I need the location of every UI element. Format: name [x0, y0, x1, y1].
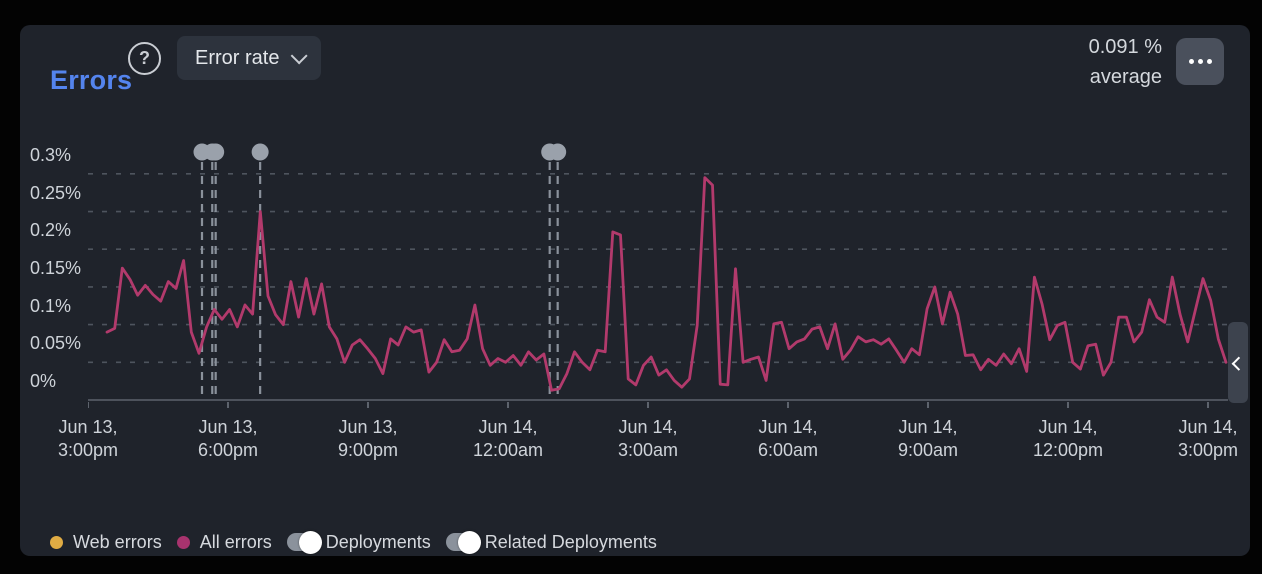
toggle-knob: [457, 530, 481, 554]
all-errors-dot-icon: [176, 535, 190, 549]
x-axis-label: Jun 14, 9:00am: [897, 417, 959, 460]
web-errors-dot-icon: [50, 535, 63, 549]
deployments-toggle-item: Deployments: [286, 530, 431, 554]
related-deployments-toggle-item: Related Deployments: [445, 530, 657, 554]
series-line-all-errors: [105, 176, 1228, 392]
y-axis-label: 0.3%: [30, 144, 72, 165]
ellipsis-dot: [1206, 59, 1212, 64]
x-axis-label: Jun 14, 6:00am: [757, 417, 819, 460]
widget-title-link[interactable]: Errors: [50, 65, 133, 95]
y-axis-label: 0.1%: [30, 295, 72, 316]
legend-item-all-errors[interactable]: All errors: [176, 531, 272, 553]
legend-item-web-errors[interactable]: Web errors: [50, 532, 162, 553]
deployments-toggle[interactable]: [286, 530, 322, 554]
y-axis-label: 0.2%: [30, 220, 72, 241]
legend-label: All errors: [199, 531, 272, 552]
x-axis-label: Jun 14, 12:00pm: [1032, 417, 1104, 460]
x-axis-label: Jun 13, 9:00pm: [337, 417, 399, 460]
x-axis-label: Jun 14, 3:00pm: [1177, 417, 1239, 460]
y-axis-label: 0.15%: [30, 257, 82, 278]
x-axis-label: Jun 14, 12:00am: [472, 417, 544, 460]
average-value: 0.091 %: [1088, 36, 1162, 58]
ellipsis-dot: [1197, 59, 1203, 64]
legend-label: Web errors: [73, 531, 162, 552]
y-axis-label: 0.05%: [30, 333, 82, 354]
chevron-down-icon: [291, 47, 309, 65]
y-axis-label: 0%: [30, 371, 57, 391]
overflow-menu-button[interactable]: [1176, 38, 1224, 85]
question-mark-glyph: ?: [139, 48, 150, 68]
related-deployments-toggle[interactable]: [445, 530, 481, 554]
deployment-marker[interactable]: [549, 143, 567, 161]
deployment-marker[interactable]: [207, 143, 225, 161]
x-axis-label: Jun 14, 3:00am: [617, 417, 679, 460]
toggle-label: Deployments: [325, 531, 431, 552]
average-label: average: [1089, 66, 1162, 88]
y-axis-label: 0.25%: [30, 182, 82, 203]
toggle-label: Related Deployments: [484, 531, 657, 552]
errors-widget-card: Errors ? Error rate 0.091 % average 0.3%…: [20, 25, 1250, 556]
expand-panel-handle[interactable]: [1228, 322, 1248, 403]
ellipsis-dot: [1188, 59, 1194, 64]
metric-dropdown-button[interactable]: Error rate: [177, 36, 322, 80]
x-axis-label: Jun 13, 6:00pm: [197, 417, 259, 460]
chevron-left-icon: [1231, 356, 1246, 371]
chart-legend: Web errors All errors Deployments Relate…: [50, 528, 657, 556]
average-summary: 0.091 % average: [1089, 32, 1162, 92]
help-icon[interactable]: ?: [128, 42, 161, 75]
toggle-knob: [298, 530, 322, 554]
x-axis-label: Jun 13, 3:00pm: [57, 417, 119, 460]
deployment-marker[interactable]: [251, 143, 269, 161]
chart-svg: [88, 143, 1228, 408]
metric-dropdown-label: Error rate: [195, 46, 280, 69]
